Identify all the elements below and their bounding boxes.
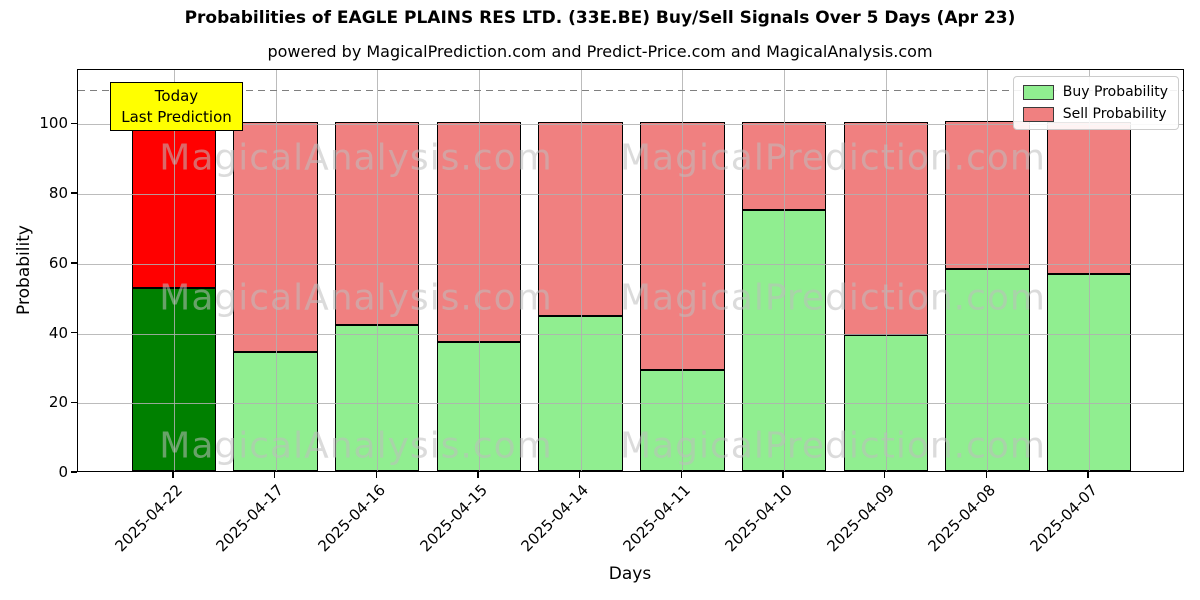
x-tick-mark — [680, 472, 683, 478]
x-tick-label-2025-04-08: 2025-04-08 — [924, 481, 1000, 556]
x-tick-label-2025-04-07: 2025-04-07 — [1026, 481, 1101, 556]
y-tick-mark — [71, 262, 77, 264]
today-annotation: Today Last Prediction — [110, 82, 243, 131]
x-tick-mark — [782, 472, 784, 478]
y-tick-mark — [71, 122, 77, 125]
bar-segment-sell — [335, 122, 420, 325]
y-tick-mark — [71, 401, 77, 403]
stacked-bar-2025-04-16 — [335, 122, 420, 471]
legend: Buy Probability Sell Probability — [1012, 76, 1179, 130]
buy-swatch-icon — [1022, 84, 1054, 100]
x-tick-label-2025-04-15: 2025-04-15 — [416, 481, 491, 556]
x-tick-mark — [985, 472, 988, 478]
chart-title: Probabilities of EAGLE PLAINS RES LTD. (… — [184, 8, 1016, 28]
x-tick-mark — [172, 472, 174, 478]
x-tick-mark — [578, 472, 581, 478]
h-gridline-40 — [78, 333, 1183, 335]
h-gridline-60 — [78, 263, 1183, 265]
legend-item-buy: Buy Probability — [1022, 84, 1168, 100]
v-gridline — [885, 70, 887, 471]
annotation-line-2: Last Prediction — [121, 107, 232, 126]
x-tick-mark — [1087, 472, 1089, 478]
x-tick-label-2025-04-17: 2025-04-17 — [212, 481, 288, 556]
bar-segment-buy — [335, 324, 420, 471]
y-tick-label-60: 60 — [48, 253, 68, 272]
x-tick-mark — [273, 472, 276, 478]
legend-item-sell: Sell Probability — [1022, 106, 1168, 122]
x-tick-label-2025-04-10: 2025-04-10 — [721, 481, 796, 556]
v-gridline — [1089, 70, 1091, 471]
threshold-dashed-line — [78, 89, 1183, 92]
plot-area: MagicalAnalysis.com MagicalPrediction.com… — [77, 69, 1184, 472]
x-tick-mark — [477, 472, 479, 478]
legend-label-buy: Buy Probability — [1062, 84, 1168, 100]
chart-subtitle: powered by MagicalPrediction.com and Pre… — [267, 42, 933, 61]
bar-segment-sell — [843, 122, 928, 336]
x-tick-label-2025-04-16: 2025-04-16 — [314, 481, 389, 556]
y-tick-label-0: 0 — [58, 463, 68, 481]
y-tick-mark — [71, 192, 77, 194]
bar-segment-buy — [843, 335, 928, 471]
v-gridline — [987, 70, 989, 471]
stacked-bar-2025-04-09 — [843, 122, 928, 471]
x-tick-label-2025-04-11: 2025-04-11 — [619, 481, 695, 556]
v-gridline — [580, 70, 582, 471]
y-tick-mark — [71, 331, 77, 334]
y-tick-label-20: 20 — [48, 393, 68, 412]
v-gridline — [173, 70, 175, 471]
sell-swatch-icon — [1022, 106, 1054, 122]
v-gridline — [275, 70, 277, 471]
v-gridline — [478, 70, 480, 471]
y-tick-mark — [71, 471, 77, 473]
x-tick-label-2025-04-22: 2025-04-22 — [111, 481, 186, 556]
x-tick-mark — [375, 472, 377, 478]
h-gridline-80 — [78, 194, 1183, 196]
y-tick-label-100: 100 — [39, 114, 68, 133]
v-gridline — [682, 70, 684, 471]
x-tick-mark — [884, 472, 886, 478]
annotation-line-1: Today — [154, 86, 199, 105]
v-gridline — [377, 70, 379, 471]
y-tick-label-80: 80 — [48, 184, 68, 203]
x-tick-label-2025-04-09: 2025-04-09 — [823, 481, 898, 556]
v-gridline — [784, 70, 786, 471]
h-gridline-100 — [78, 124, 1183, 126]
h-gridline-20 — [78, 403, 1183, 405]
x-tick-label-2025-04-14: 2025-04-14 — [518, 481, 593, 556]
x-axis-label: Days — [608, 564, 652, 584]
legend-label-sell: Sell Probability — [1062, 106, 1167, 122]
y-tick-label-40: 40 — [48, 323, 68, 342]
